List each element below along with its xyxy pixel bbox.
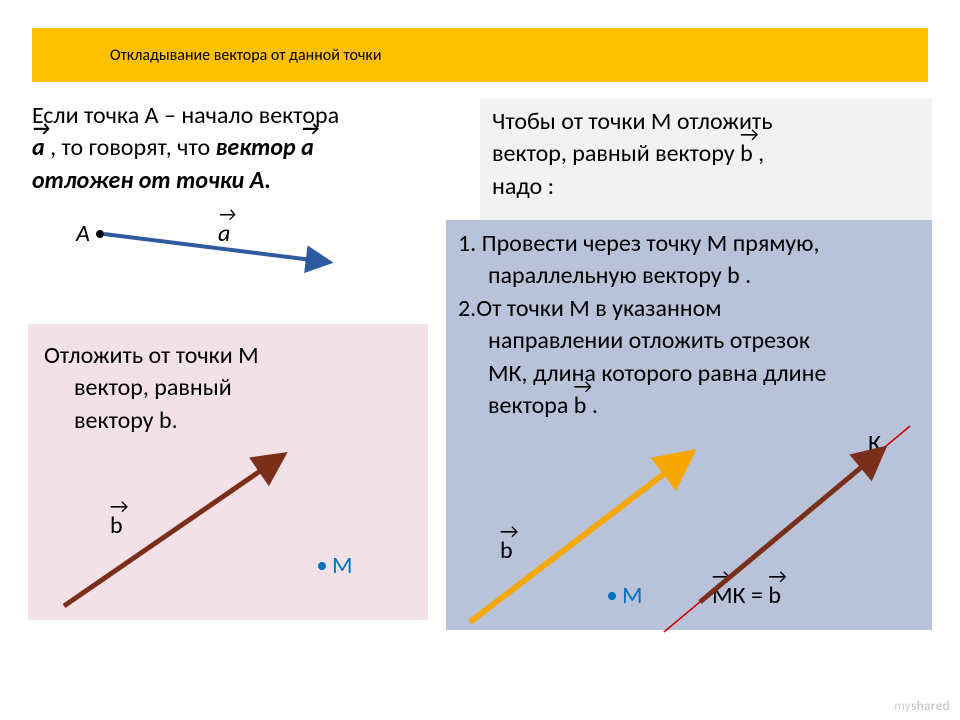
left-top-text: Если точка А – начало вектора а , то гов…	[32, 100, 462, 197]
page-title: Откладывание вектора от данной точки	[110, 46, 381, 65]
txt: 2.От точки М в указанном	[458, 294, 722, 323]
wm-tail: shared	[911, 699, 950, 714]
K-label: К	[868, 428, 881, 460]
txt: вектора	[488, 391, 574, 420]
txt: отложен от точки А.	[32, 166, 271, 195]
txt: Отложить от точки М	[44, 341, 259, 370]
grey-text: Чтобы от точки М отложить вектор, равный…	[492, 106, 922, 203]
vec-a-small: а	[218, 218, 230, 250]
txt: вектор	[216, 133, 302, 162]
txt: =	[751, 581, 768, 610]
txt: 1. Провести через точку М прямую,	[458, 229, 819, 258]
vec-b: b	[500, 535, 513, 567]
txt: вектор, равный вектору	[492, 139, 740, 168]
vec-b: b	[740, 138, 753, 170]
vec-MK: МК	[712, 580, 746, 612]
txt: надо :	[492, 172, 554, 201]
txt: вектор, равный	[44, 373, 232, 402]
title-bar: Откладывание вектора от данной точки	[32, 28, 928, 82]
txt: , то говорят, что	[50, 133, 215, 162]
vec-a: а	[32, 132, 45, 164]
blue-M-label: М	[622, 580, 643, 612]
blue-eq: МК = b	[712, 580, 781, 612]
txt: .	[592, 391, 598, 420]
vec-b: b	[110, 510, 123, 542]
blue-text: 1. Провести через точку М прямую, паралл…	[458, 228, 928, 422]
blue-b-label: b	[500, 535, 513, 567]
vec-b: b	[768, 580, 781, 612]
txt: МК, длина которого равна длине	[458, 359, 826, 388]
pink-M-label: М	[332, 550, 353, 582]
txt: Чтобы от точки М отложить	[492, 107, 772, 136]
txt: Если точка А – начало вектора	[32, 101, 339, 130]
txt: ,	[758, 139, 764, 168]
vec-a-label: а	[218, 218, 230, 250]
pink-b-label: b	[110, 510, 123, 542]
watermark: myshared	[894, 699, 950, 714]
txt: направлении отложить отрезок	[458, 326, 810, 355]
txt: вектору b.	[44, 406, 178, 435]
vec-a: а	[301, 132, 314, 164]
vec-b: b	[574, 390, 587, 422]
point-A-label: А	[76, 218, 90, 250]
txt: параллельную вектору b .	[458, 261, 751, 290]
pink-text: Отложить от точки М вектор, равный векто…	[44, 340, 414, 437]
